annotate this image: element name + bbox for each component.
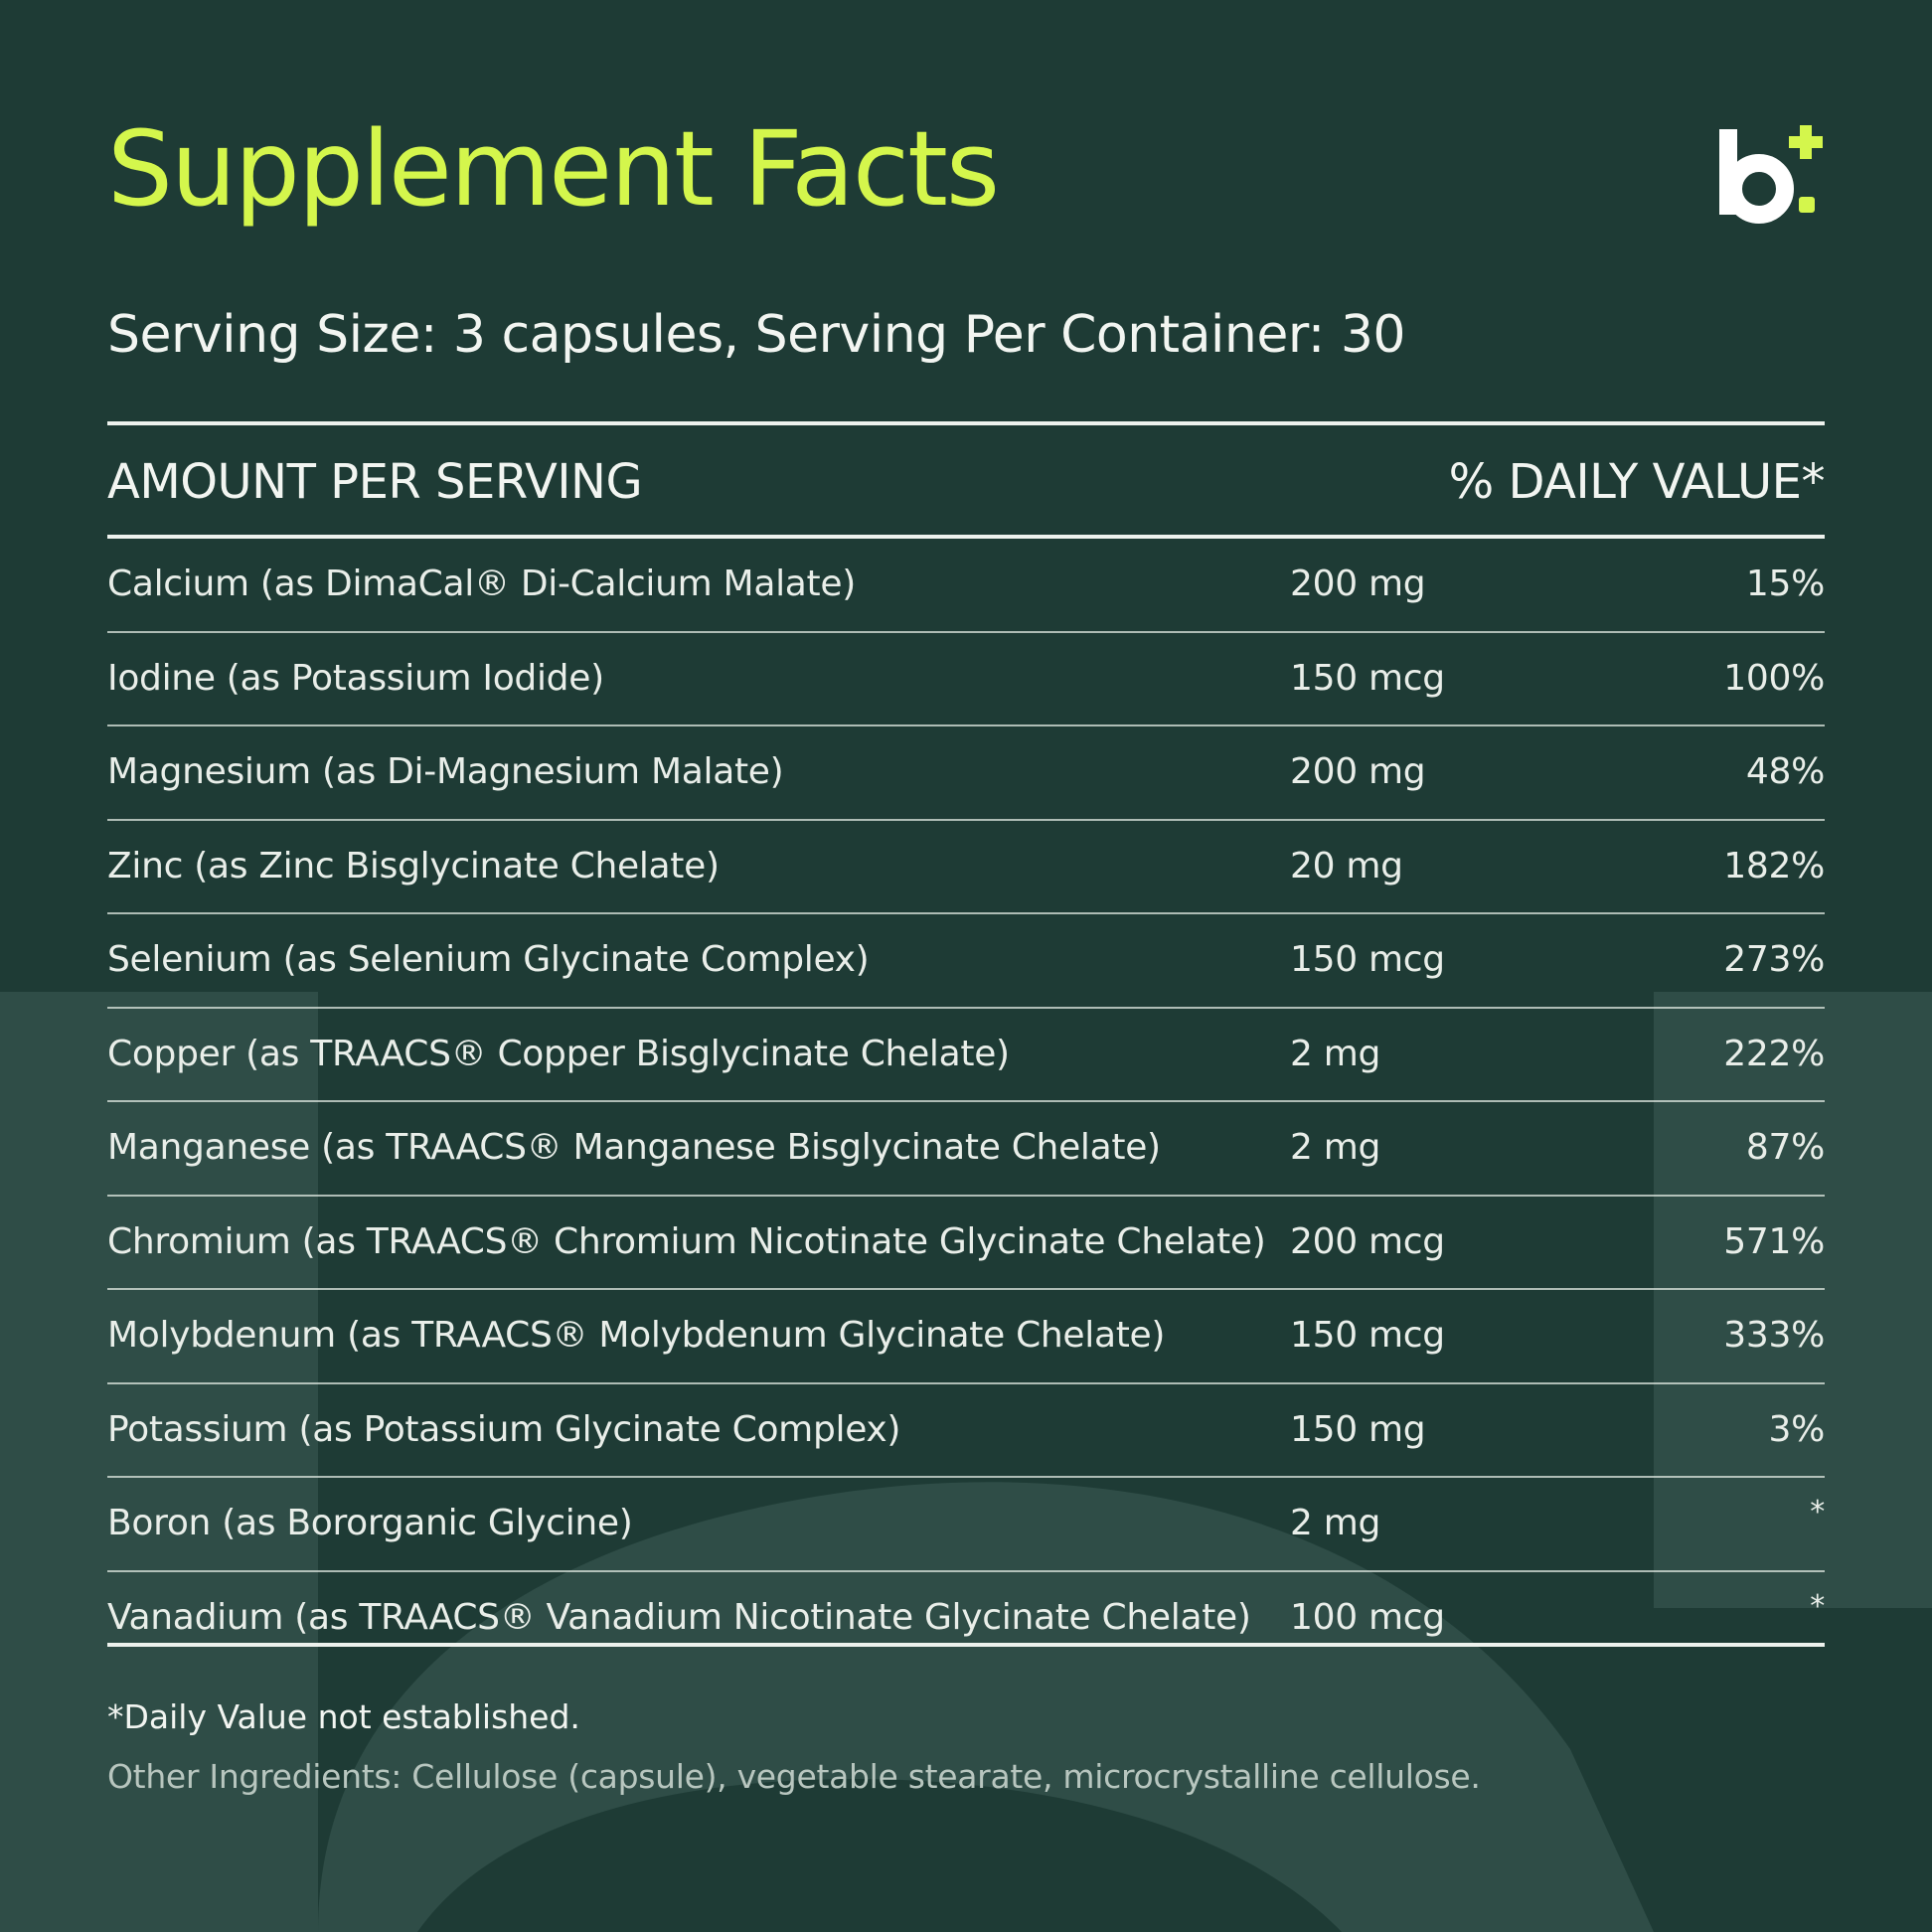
daily-value: * — [1810, 1588, 1825, 1624]
nutrient-amount: 150 mcg — [1290, 1315, 1445, 1356]
nutrient-name: Vanadium (as TRAACS® Vanadium Nicotinate… — [107, 1596, 1251, 1638]
daily-value: 333% — [1723, 1315, 1825, 1356]
table-row: Iodine (as Potassium Iodide) 150 mcg 100… — [107, 633, 1825, 726]
nutrient-amount: 2 mg — [1290, 1033, 1381, 1074]
daily-value-header: % DAILY VALUE* — [1448, 454, 1826, 510]
nutrient-name: Manganese (as TRAACS® Manganese Bisglyci… — [107, 1127, 1161, 1168]
nutrient-table: Calcium (as DimaCal® Di-Calcium Malate) … — [107, 539, 1825, 1664]
nutrient-amount: 150 mcg — [1290, 939, 1445, 980]
table-row: Vanadium (as TRAACS® Vanadium Nicotinate… — [107, 1572, 1825, 1665]
nutrient-name: Selenium (as Selenium Glycinate Complex) — [107, 939, 870, 980]
logo-letter-b — [1719, 129, 1794, 224]
nutrient-name: Boron (as Bororganic Glycine) — [107, 1503, 633, 1543]
table-row: Manganese (as TRAACS® Manganese Bisglyci… — [107, 1102, 1825, 1197]
nutrient-amount: 100 mcg — [1290, 1596, 1445, 1638]
nutrient-name: Magnesium (as Di-Magnesium Malate) — [107, 751, 784, 792]
daily-value: 182% — [1723, 845, 1825, 886]
serving-size: Serving Size: 3 capsules, Serving Per Co… — [107, 305, 1406, 365]
nutrient-name: Calcium (as DimaCal® Di-Calcium Malate) — [107, 564, 856, 604]
daily-value: 15% — [1745, 564, 1825, 604]
nutrient-name: Iodine (as Potassium Iodide) — [107, 657, 604, 699]
nutrient-amount: 200 mg — [1290, 564, 1426, 604]
daily-value: 571% — [1723, 1220, 1825, 1262]
brand-logo — [1719, 125, 1823, 224]
plus-icon — [1789, 125, 1823, 213]
nutrient-name: Potassium (as Potassium Glycinate Comple… — [107, 1408, 901, 1450]
table-row: Calcium (as DimaCal® Di-Calcium Malate) … — [107, 539, 1825, 633]
nutrient-amount: 200 mg — [1290, 751, 1426, 792]
nutrient-name: Zinc (as Zinc Bisglycinate Chelate) — [107, 845, 720, 886]
nutrient-amount: 150 mg — [1290, 1408, 1426, 1450]
table-row: Selenium (as Selenium Glycinate Complex)… — [107, 914, 1825, 1009]
table-row: Magnesium (as Di-Magnesium Malate) 200 m… — [107, 726, 1825, 821]
daily-value: 3% — [1768, 1408, 1825, 1450]
header-divider — [107, 535, 1825, 539]
nutrient-name: Chromium (as TRAACS® Chromium Nicotinate… — [107, 1220, 1266, 1262]
daily-value: 273% — [1723, 939, 1825, 980]
other-ingredients: Other Ingredients: Cellulose (capsule), … — [107, 1757, 1481, 1796]
daily-value: 100% — [1723, 657, 1825, 699]
table-row: Potassium (as Potassium Glycinate Comple… — [107, 1384, 1825, 1478]
nutrient-amount: 2 mg — [1290, 1127, 1381, 1168]
table-row: Molybdenum (as TRAACS® Molybdenum Glycin… — [107, 1290, 1825, 1384]
nutrient-amount: 2 mg — [1290, 1503, 1381, 1543]
daily-value: 222% — [1723, 1033, 1825, 1074]
amount-per-serving-header: AMOUNT PER SERVING — [107, 454, 643, 510]
table-row: Chromium (as TRAACS® Chromium Nicotinate… — [107, 1197, 1825, 1290]
nutrient-amount: 20 mg — [1290, 845, 1403, 886]
nutrient-name: Copper (as TRAACS® Copper Bisglycinate C… — [107, 1033, 1010, 1074]
daily-value-footnote: *Daily Value not established. — [107, 1697, 580, 1736]
bottom-divider — [107, 1643, 1825, 1647]
nutrient-amount: 150 mcg — [1290, 657, 1445, 699]
daily-value: 87% — [1745, 1127, 1825, 1168]
daily-value: * — [1810, 1495, 1825, 1530]
table-row: Zinc (as Zinc Bisglycinate Chelate) 20 m… — [107, 821, 1825, 914]
table-row: Boron (as Bororganic Glycine) 2 mg * — [107, 1478, 1825, 1572]
nutrient-name: Molybdenum (as TRAACS® Molybdenum Glycin… — [107, 1315, 1166, 1356]
nutrient-amount: 200 mcg — [1290, 1220, 1445, 1262]
top-divider — [107, 421, 1825, 425]
page-title: Supplement Facts — [107, 108, 1000, 230]
daily-value: 48% — [1745, 751, 1825, 792]
table-header: AMOUNT PER SERVING % DAILY VALUE* — [107, 429, 1826, 537]
table-row: Copper (as TRAACS® Copper Bisglycinate C… — [107, 1009, 1825, 1102]
